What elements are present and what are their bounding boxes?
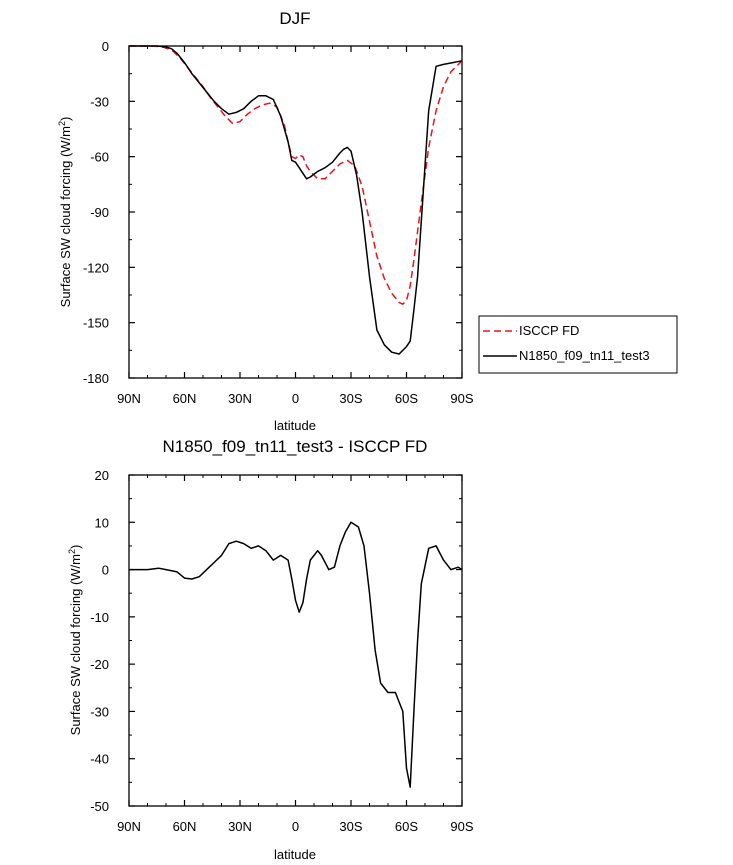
x-tick-label: 60N xyxy=(173,391,197,406)
series-lines xyxy=(129,521,463,788)
x-tick-label: 60S xyxy=(395,391,418,406)
legend-label-isccp: ISCCP FD xyxy=(519,323,579,338)
x-tick-label: 90N xyxy=(117,819,141,834)
y-tick-label: 20 xyxy=(95,468,109,483)
y-axis-label-superscript: 2 xyxy=(57,121,67,126)
x-tick-labels: 90N 60N 30N 0 30S 60S 90S xyxy=(117,819,474,834)
y-tick-label: 0 xyxy=(102,563,109,578)
x-tick-label: 60N xyxy=(173,819,197,834)
legend: ISCCP FD N1850_f09_tn11_test3 xyxy=(478,315,678,374)
x-tick-label: 90S xyxy=(450,391,473,406)
x-axis-label: latitude xyxy=(274,847,316,862)
y-tick-label: -40 xyxy=(90,752,109,767)
y-axis-label: Surface SW cloud forcing (W/m2) xyxy=(57,117,73,308)
y-tick-label: -60 xyxy=(90,150,109,165)
x-tick-label: 90S xyxy=(450,819,473,834)
x-axis-label: latitude xyxy=(274,418,316,433)
y-tick-label: -90 xyxy=(90,205,109,220)
x-tick-label: 30S xyxy=(339,819,362,834)
y-tick-label: -180 xyxy=(83,371,109,386)
y-tick-label: -30 xyxy=(90,94,109,109)
x-tick-label: 0 xyxy=(292,391,299,406)
x-tick-label: 90N xyxy=(117,391,141,406)
x-tick-label: 0 xyxy=(292,819,299,834)
axis-ticks xyxy=(128,45,463,379)
y-tick-label: -50 xyxy=(90,799,109,814)
chart-panel-bottom: N1850_f09_tn11_test3 - ISCCP FD 90N 60N 30… xyxy=(67,437,474,862)
series-line-isccp xyxy=(129,45,463,305)
x-tick-label: 60S xyxy=(395,819,418,834)
series-line-model xyxy=(129,45,463,355)
axis-ticks xyxy=(128,474,463,807)
y-tick-label: -10 xyxy=(90,610,109,625)
y-axis-label-close: ) xyxy=(58,117,73,121)
y-tick-label: -120 xyxy=(83,260,109,275)
y-tick-label: 10 xyxy=(95,515,109,530)
y-tick-label: -30 xyxy=(90,704,109,719)
series-line-difference xyxy=(129,521,463,788)
x-tick-label: 30N xyxy=(228,391,252,406)
y-axis-label-close: ) xyxy=(68,545,83,549)
series-lines xyxy=(129,45,463,355)
x-tick-label: 30N xyxy=(228,819,252,834)
y-tick-label: -150 xyxy=(83,316,109,331)
y-tick-labels: 0 -30 -60 -90 -120 -150 -180 xyxy=(83,39,109,386)
x-tick-label: 30S xyxy=(339,391,362,406)
y-axis-label-text: Surface SW cloud forcing (W/m xyxy=(68,554,83,735)
y-axis-label-text: Surface SW cloud forcing (W/m xyxy=(58,126,73,307)
y-axis-label-superscript: 2 xyxy=(67,549,77,554)
y-tick-label: -20 xyxy=(90,657,109,672)
y-tick-labels: 20 10 0 -10 -20 -30 -40 -50 xyxy=(90,468,109,814)
chart-title: DJF xyxy=(279,9,310,28)
x-tick-labels: 90N 60N 30N 0 30S 60S 90S xyxy=(117,391,474,406)
y-axis-label: Surface SW cloud forcing (W/m2) xyxy=(67,545,83,736)
legend-label-model: N1850_f09_tn11_test3 xyxy=(519,348,650,363)
legend-box xyxy=(478,315,678,374)
y-tick-label: 0 xyxy=(102,39,109,54)
chart-title: N1850_f09_tn11_test3 - ISCCP FD xyxy=(163,437,428,456)
chart-panel-top: DJF 90N 60N 30N 0 30S 60S 90S 0 -30 -60 -90 -120 -1… xyxy=(57,9,678,433)
